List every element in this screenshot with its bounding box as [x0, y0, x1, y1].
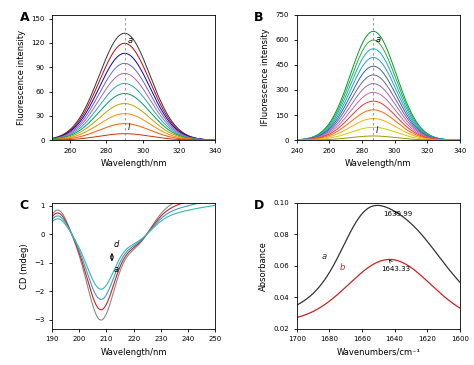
Y-axis label: IFluorescence intensity: IFluorescence intensity — [261, 28, 270, 126]
X-axis label: Wavelength/nm: Wavelength/nm — [345, 160, 411, 168]
X-axis label: Wavenumbers/cm⁻¹: Wavenumbers/cm⁻¹ — [337, 348, 420, 357]
Y-axis label: CD (mdeg): CD (mdeg) — [19, 243, 28, 289]
Text: 1643.33: 1643.33 — [381, 260, 410, 272]
Text: d: d — [113, 240, 118, 249]
Text: l: l — [128, 123, 130, 132]
Text: a: a — [113, 265, 118, 274]
Text: a: a — [128, 36, 132, 45]
Y-axis label: Absorbance: Absorbance — [259, 241, 268, 291]
Text: B: B — [255, 11, 264, 24]
Text: D: D — [255, 199, 264, 212]
Text: a: a — [376, 35, 381, 43]
Text: a: a — [322, 252, 327, 261]
Text: A: A — [19, 11, 29, 24]
X-axis label: Wavelength/nm: Wavelength/nm — [100, 160, 167, 168]
Text: l: l — [376, 126, 378, 135]
Text: 1639.99: 1639.99 — [383, 211, 412, 217]
Y-axis label: Fluorescence intensity: Fluorescence intensity — [17, 30, 26, 125]
Text: C: C — [19, 199, 28, 212]
X-axis label: Wavelength/nm: Wavelength/nm — [100, 348, 167, 357]
Text: b: b — [340, 263, 345, 272]
